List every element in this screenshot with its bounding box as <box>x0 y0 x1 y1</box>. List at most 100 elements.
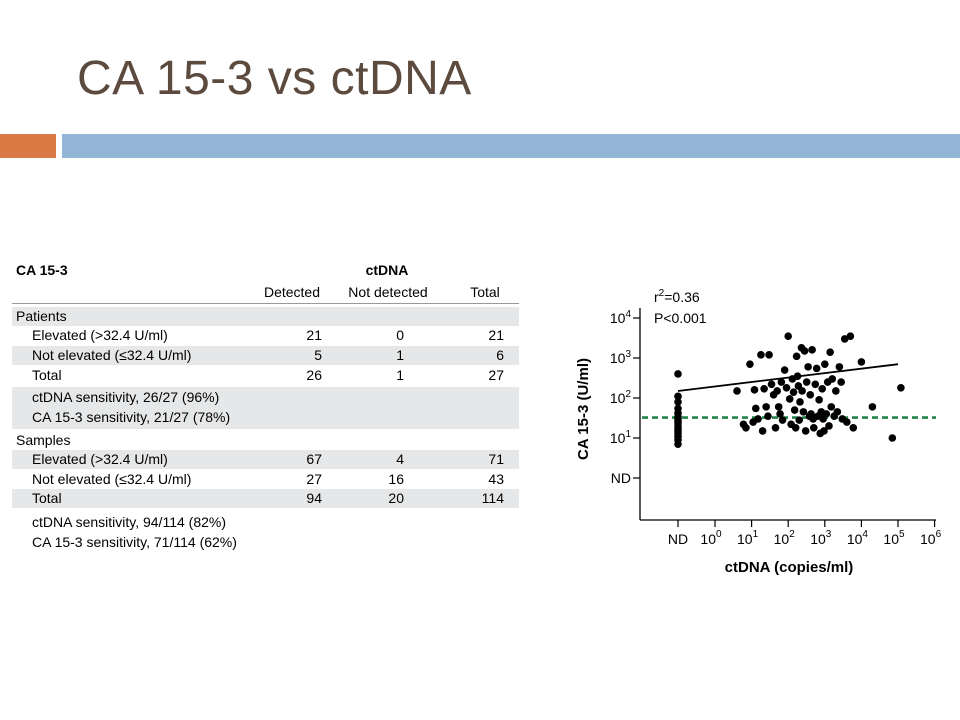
note-ca153-sensitivity: CA 15-3 sensitivity, 71/114 (62%) <box>32 534 237 550</box>
data-point <box>773 387 781 395</box>
section-header-patients: Patients <box>12 307 519 326</box>
data-point <box>762 403 770 411</box>
data-point <box>774 403 783 411</box>
table-title: CA 15-3 <box>16 262 68 278</box>
x-tick-label: 106 <box>920 529 942 547</box>
data-point <box>857 358 866 366</box>
row-label: Not elevated (≤32.4 U/ml) <box>32 471 192 487</box>
data-point <box>777 378 786 386</box>
table-row: Not elevated (≤32.4 U/ml) 27 16 43 <box>12 470 519 489</box>
data-point <box>791 423 800 432</box>
cell-not-detected: 4 <box>396 451 404 467</box>
data-point <box>793 372 802 381</box>
data-point <box>790 406 799 414</box>
table-notes-samples: ctDNA sensitivity, 94/114 (82%) CA 15-3 … <box>12 512 519 554</box>
scatter-chart: ND 101 102 103 104 ND 100 101 102 103 104 105 106 ctD… <box>560 280 950 580</box>
table-row: Elevated (>32.4 U/ml) 21 0 21 <box>12 326 519 345</box>
data-point <box>815 396 823 404</box>
data-point <box>674 440 682 448</box>
cell-detected: 21 <box>306 327 322 343</box>
data-point <box>825 422 833 430</box>
cell-not-detected: 0 <box>396 327 404 343</box>
data-point <box>798 387 806 395</box>
data-point <box>757 351 765 359</box>
x-tick-label: 104 <box>847 529 869 547</box>
data-point <box>792 352 801 361</box>
data-point <box>799 408 808 416</box>
data-point <box>746 360 754 368</box>
cell-total: 71 <box>488 451 504 467</box>
data-point <box>820 427 828 435</box>
data-point <box>846 332 855 341</box>
x-tick-label: 103 <box>810 529 832 547</box>
cell-total: 27 <box>488 367 504 383</box>
title-accent-bar-blue <box>62 134 960 158</box>
section-header-label: Patients <box>16 308 67 324</box>
cell-detected: 27 <box>306 471 322 487</box>
data-point <box>782 383 791 392</box>
section-header-label: Samples <box>16 432 71 448</box>
cell-not-detected: 20 <box>388 490 404 506</box>
cell-not-detected: 16 <box>388 471 404 487</box>
cell-detected: 94 <box>306 490 322 506</box>
table-header-rule <box>12 303 519 304</box>
y-tick-label: ND <box>611 470 631 486</box>
data-point <box>826 348 834 356</box>
x-tick-exponent: 2 <box>789 529 795 540</box>
sensitivity-table: CA 15-3 ctDNA Detected Not detected Tota… <box>12 258 522 558</box>
data-point <box>674 370 682 378</box>
row-label: Not elevated (≤32.4 U/ml) <box>32 347 192 363</box>
y-tick-exponent: 3 <box>625 349 631 360</box>
cell-not-detected: 1 <box>396 367 404 383</box>
p-value-annotation: P<0.001 <box>654 310 707 326</box>
data-point <box>758 427 767 435</box>
table-row: Total 94 20 114 <box>12 489 519 508</box>
cell-total: 6 <box>496 347 504 363</box>
data-point <box>897 383 905 392</box>
x-tick-label: 101 <box>737 529 759 547</box>
x-tick-label: 100 <box>700 529 722 547</box>
table-row: Not elevated (≤32.4 U/ml) 5 1 6 <box>12 346 519 365</box>
x-axis-label: ctDNA (copies/ml) <box>725 559 854 576</box>
row-label: Elevated (>32.4 U/ml) <box>32 451 168 467</box>
cell-detected: 5 <box>314 347 322 363</box>
data-point <box>784 332 792 341</box>
row-label: Total <box>32 367 62 383</box>
data-point <box>808 346 816 354</box>
column-header-total: Total <box>470 284 500 300</box>
x-tick-exponent: 6 <box>936 529 942 540</box>
data-point <box>828 375 837 383</box>
y-tick-label: 101 <box>610 429 632 446</box>
note-ctdna-sensitivity: ctDNA sensitivity, 94/114 (82%) <box>32 514 227 530</box>
note-ctdna-sensitivity: ctDNA sensitivity, 26/27 (96%) <box>32 389 220 405</box>
data-point <box>822 410 831 418</box>
data-point <box>821 360 829 368</box>
y-tick-label: 102 <box>610 389 632 406</box>
cell-detected: 67 <box>306 451 322 467</box>
data-point <box>812 364 821 373</box>
data-point <box>888 434 897 442</box>
data-point <box>785 395 794 403</box>
data-point <box>837 378 845 386</box>
table-notes-patients: ctDNA sensitivity, 26/27 (96%) CA 15-3 s… <box>12 387 519 429</box>
data-point <box>796 398 804 406</box>
title-accent-bar-orange <box>0 134 56 158</box>
regression-line <box>677 363 899 392</box>
data-point <box>771 423 780 432</box>
data-point <box>767 380 776 389</box>
x-tick-label: 102 <box>774 529 796 547</box>
data-point <box>800 347 809 355</box>
data-point <box>806 391 815 399</box>
cell-total: 114 <box>481 490 504 506</box>
data-point <box>764 412 772 421</box>
column-header-detected: Detected <box>263 284 321 300</box>
x-tick-exponent: 1 <box>753 529 759 540</box>
table-row: Total 26 1 27 <box>12 366 519 385</box>
data-point <box>868 403 877 411</box>
row-label: Elevated (>32.4 U/ml) <box>32 327 168 343</box>
data-point <box>674 398 682 406</box>
data-point <box>776 410 784 418</box>
data-point <box>802 378 811 386</box>
r-squared-value: =0.36 <box>664 289 700 305</box>
